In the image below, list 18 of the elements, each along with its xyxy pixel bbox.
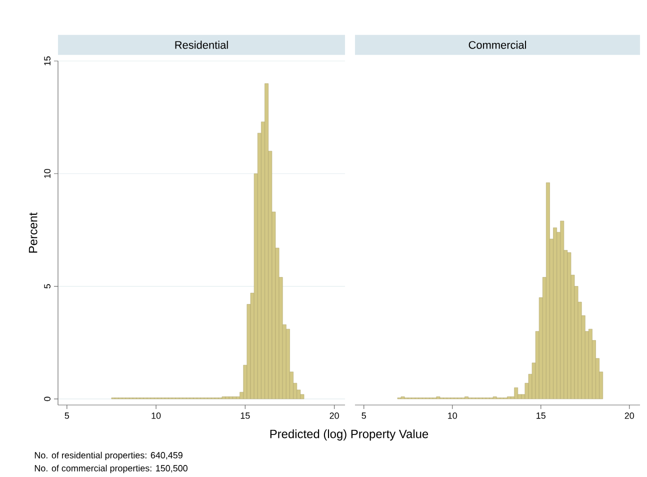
x-tick-label: 10 [152,412,161,419]
y-axis-title: Percent [28,212,38,253]
chart-title: Commercial [468,40,526,49]
x-axis-title: Predicted (log) Property Value [270,429,428,441]
x-tick-label: 20 [330,412,339,419]
chart-title: Residential [175,40,228,49]
y-tick-label: 0 [44,396,50,402]
x-tick-label: 10 [448,412,458,419]
text: No. of commercial properties: 150,500 [34,464,188,474]
y-tick-label: 10 [44,168,50,178]
text: No. of residential properties: 640,459 [34,452,182,460]
y-tick-label: 15 [44,56,50,66]
x-tick-label: 15 [536,412,546,419]
x-tick-label: 15 [240,412,250,419]
x-tick-label: 20 [624,412,634,419]
y-tick-label: 5 [44,284,50,288]
x-tick-label: 5 [64,412,70,419]
x-tick-label: 5 [362,412,366,419]
